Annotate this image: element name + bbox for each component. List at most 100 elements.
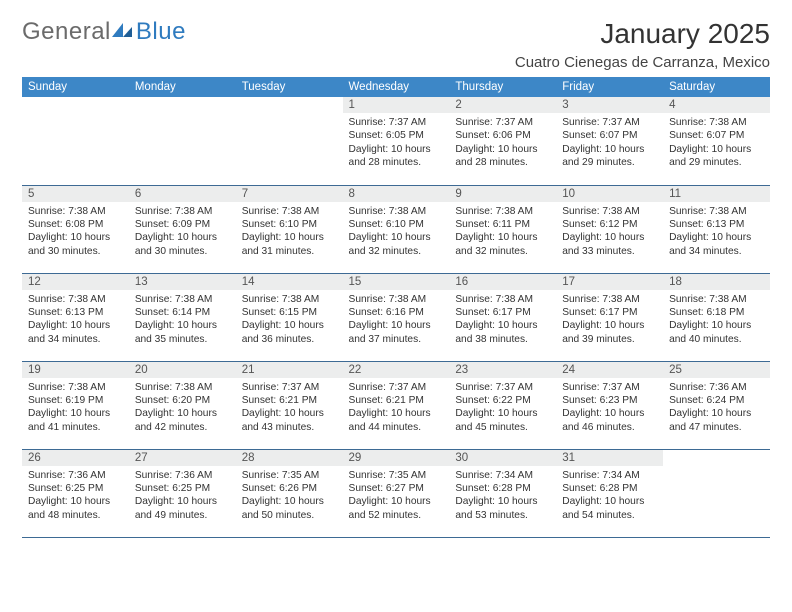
weekday-header: Wednesday [343,77,450,97]
weekday-header: Sunday [22,77,129,97]
day-details: Sunrise: 7:37 AMSunset: 6:22 PMDaylight:… [449,378,556,439]
day-details: Sunrise: 7:38 AMSunset: 6:19 PMDaylight:… [22,378,129,439]
calendar-day-cell: 6Sunrise: 7:38 AMSunset: 6:09 PMDaylight… [129,185,236,273]
calendar-day-cell: 10Sunrise: 7:38 AMSunset: 6:12 PMDayligh… [556,185,663,273]
calendar-day-cell [236,97,343,185]
day-number: 21 [236,362,343,378]
day-number: 19 [22,362,129,378]
weekday-header: Friday [556,77,663,97]
logo: General Blue [22,18,186,46]
calendar-day-cell: 12Sunrise: 7:38 AMSunset: 6:13 PMDayligh… [22,273,129,361]
calendar-day-cell: 11Sunrise: 7:38 AMSunset: 6:13 PMDayligh… [663,185,770,273]
day-number: 28 [236,450,343,466]
calendar-body: 1Sunrise: 7:37 AMSunset: 6:05 PMDaylight… [22,97,770,537]
day-number: 17 [556,274,663,290]
day-details: Sunrise: 7:37 AMSunset: 6:07 PMDaylight:… [556,113,663,174]
calendar-day-cell: 19Sunrise: 7:38 AMSunset: 6:19 PMDayligh… [22,361,129,449]
calendar-week-row: 5Sunrise: 7:38 AMSunset: 6:08 PMDaylight… [22,185,770,273]
day-details: Sunrise: 7:38 AMSunset: 6:13 PMDaylight:… [663,202,770,263]
day-details: Sunrise: 7:38 AMSunset: 6:11 PMDaylight:… [449,202,556,263]
day-details: Sunrise: 7:36 AMSunset: 6:25 PMDaylight:… [22,466,129,527]
day-number: 4 [663,97,770,113]
day-number: 8 [343,186,450,202]
logo-text-blue: Blue [136,18,186,46]
day-details: Sunrise: 7:38 AMSunset: 6:12 PMDaylight:… [556,202,663,263]
day-details: Sunrise: 7:37 AMSunset: 6:06 PMDaylight:… [449,113,556,174]
day-number: 23 [449,362,556,378]
calendar-day-cell: 29Sunrise: 7:35 AMSunset: 6:27 PMDayligh… [343,449,450,537]
calendar-day-cell: 22Sunrise: 7:37 AMSunset: 6:21 PMDayligh… [343,361,450,449]
day-number: 30 [449,450,556,466]
calendar-day-cell [663,449,770,537]
calendar-table: SundayMondayTuesdayWednesdayThursdayFrid… [22,77,770,538]
calendar-week-row: 19Sunrise: 7:38 AMSunset: 6:19 PMDayligh… [22,361,770,449]
day-details: Sunrise: 7:35 AMSunset: 6:26 PMDaylight:… [236,466,343,527]
weekday-header-row: SundayMondayTuesdayWednesdayThursdayFrid… [22,77,770,97]
day-number: 26 [22,450,129,466]
day-number: 27 [129,450,236,466]
day-details: Sunrise: 7:38 AMSunset: 6:15 PMDaylight:… [236,290,343,351]
weekday-header: Monday [129,77,236,97]
calendar-day-cell: 5Sunrise: 7:38 AMSunset: 6:08 PMDaylight… [22,185,129,273]
title-block: January 2025 Cuatro Cienegas de Carranza… [515,18,770,71]
day-details: Sunrise: 7:37 AMSunset: 6:05 PMDaylight:… [343,113,450,174]
day-details: Sunrise: 7:38 AMSunset: 6:18 PMDaylight:… [663,290,770,351]
day-number: 9 [449,186,556,202]
calendar-day-cell: 3Sunrise: 7:37 AMSunset: 6:07 PMDaylight… [556,97,663,185]
day-number: 22 [343,362,450,378]
day-details: Sunrise: 7:34 AMSunset: 6:28 PMDaylight:… [449,466,556,527]
calendar-day-cell: 21Sunrise: 7:37 AMSunset: 6:21 PMDayligh… [236,361,343,449]
calendar-day-cell [129,97,236,185]
day-details: Sunrise: 7:35 AMSunset: 6:27 PMDaylight:… [343,466,450,527]
logo-text-general: General [22,18,111,46]
day-number: 18 [663,274,770,290]
day-details: Sunrise: 7:37 AMSunset: 6:21 PMDaylight:… [236,378,343,439]
day-number: 1 [343,97,450,113]
calendar-day-cell: 8Sunrise: 7:38 AMSunset: 6:10 PMDaylight… [343,185,450,273]
calendar-day-cell: 24Sunrise: 7:37 AMSunset: 6:23 PMDayligh… [556,361,663,449]
day-details: Sunrise: 7:38 AMSunset: 6:14 PMDaylight:… [129,290,236,351]
day-details: Sunrise: 7:38 AMSunset: 6:10 PMDaylight:… [236,202,343,263]
day-number: 11 [663,186,770,202]
day-number: 7 [236,186,343,202]
day-number: 31 [556,450,663,466]
calendar-day-cell: 23Sunrise: 7:37 AMSunset: 6:22 PMDayligh… [449,361,556,449]
day-details: Sunrise: 7:38 AMSunset: 6:13 PMDaylight:… [22,290,129,351]
weekday-header: Tuesday [236,77,343,97]
calendar-day-cell: 25Sunrise: 7:36 AMSunset: 6:24 PMDayligh… [663,361,770,449]
day-number: 2 [449,97,556,113]
day-number: 29 [343,450,450,466]
calendar-week-row: 26Sunrise: 7:36 AMSunset: 6:25 PMDayligh… [22,449,770,537]
calendar-day-cell: 1Sunrise: 7:37 AMSunset: 6:05 PMDaylight… [343,97,450,185]
day-number: 14 [236,274,343,290]
day-details: Sunrise: 7:37 AMSunset: 6:23 PMDaylight:… [556,378,663,439]
day-number: 13 [129,274,236,290]
calendar-day-cell: 14Sunrise: 7:38 AMSunset: 6:15 PMDayligh… [236,273,343,361]
calendar-day-cell: 30Sunrise: 7:34 AMSunset: 6:28 PMDayligh… [449,449,556,537]
calendar-day-cell: 16Sunrise: 7:38 AMSunset: 6:17 PMDayligh… [449,273,556,361]
day-number: 5 [22,186,129,202]
day-number: 6 [129,186,236,202]
calendar-day-cell: 20Sunrise: 7:38 AMSunset: 6:20 PMDayligh… [129,361,236,449]
day-number: 10 [556,186,663,202]
calendar-week-row: 1Sunrise: 7:37 AMSunset: 6:05 PMDaylight… [22,97,770,185]
day-number: 25 [663,362,770,378]
calendar-day-cell: 4Sunrise: 7:38 AMSunset: 6:07 PMDaylight… [663,97,770,185]
calendar-day-cell [22,97,129,185]
header: General Blue January 2025 Cuatro Cienega… [22,18,770,71]
weekday-header: Saturday [663,77,770,97]
day-details: Sunrise: 7:34 AMSunset: 6:28 PMDaylight:… [556,466,663,527]
day-number: 12 [22,274,129,290]
calendar-day-cell: 13Sunrise: 7:38 AMSunset: 6:14 PMDayligh… [129,273,236,361]
day-details: Sunrise: 7:38 AMSunset: 6:17 PMDaylight:… [556,290,663,351]
day-number: 3 [556,97,663,113]
day-details: Sunrise: 7:36 AMSunset: 6:24 PMDaylight:… [663,378,770,439]
day-details: Sunrise: 7:36 AMSunset: 6:25 PMDaylight:… [129,466,236,527]
calendar-day-cell: 31Sunrise: 7:34 AMSunset: 6:28 PMDayligh… [556,449,663,537]
calendar-day-cell: 7Sunrise: 7:38 AMSunset: 6:10 PMDaylight… [236,185,343,273]
calendar-day-cell: 26Sunrise: 7:36 AMSunset: 6:25 PMDayligh… [22,449,129,537]
calendar-week-row: 12Sunrise: 7:38 AMSunset: 6:13 PMDayligh… [22,273,770,361]
logo-icon [112,18,134,46]
day-number: 20 [129,362,236,378]
weekday-header: Thursday [449,77,556,97]
